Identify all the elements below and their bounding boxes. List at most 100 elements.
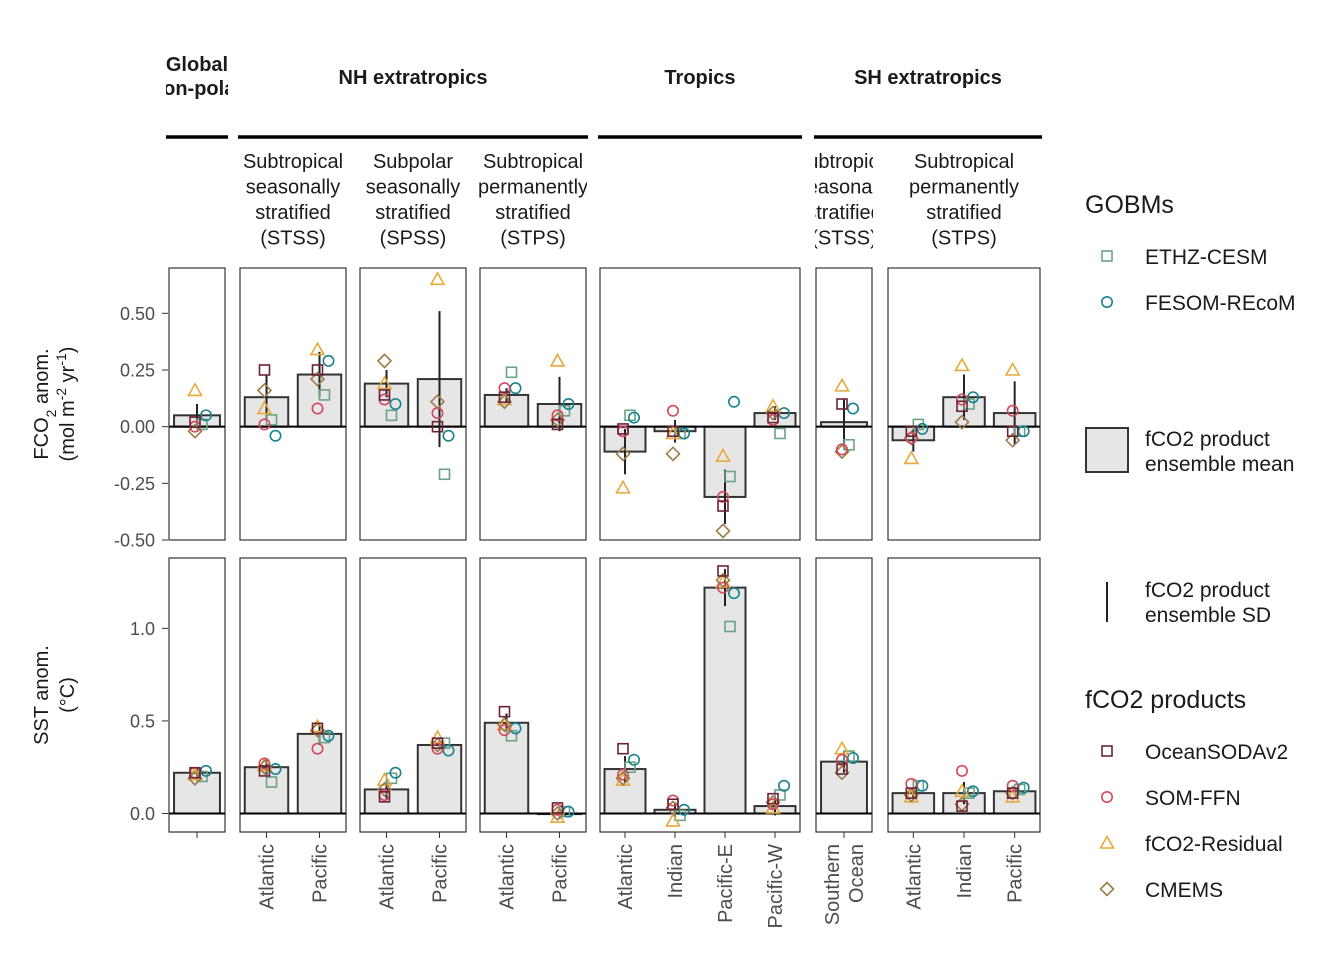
marker-fesom <box>916 779 929 792</box>
marker-resid <box>309 341 326 356</box>
marker-som <box>1006 779 1019 792</box>
marker-fesom <box>389 397 402 410</box>
marker-ocean <box>378 791 391 803</box>
marker-ocean <box>617 742 629 755</box>
y-axis-title: SST anom. <box>31 645 53 745</box>
panel-fco2-nh_spss <box>359 267 467 541</box>
marker-resid <box>1004 361 1021 376</box>
facet-title-line: Subtropical <box>483 151 583 173</box>
legend-label-cmems: CMEMS <box>1145 879 1223 902</box>
y-tick-label: -0.50 <box>114 531 155 551</box>
marker-resid <box>715 448 731 462</box>
y-tick-label: 0.50 <box>120 304 155 324</box>
x-tick-label-group: Pacific <box>310 844 332 903</box>
facet-title-line: stratified <box>495 202 571 224</box>
x-tick-label: Pacific <box>310 844 332 903</box>
legend-marker-resid <box>1099 834 1115 849</box>
marker-resid <box>429 271 446 286</box>
x-tick-label: Pacific <box>550 844 572 903</box>
panel-sst-sh_stss <box>815 557 873 833</box>
marker-ocean <box>956 400 968 413</box>
legend-label-fesom: FESOM-REcoM <box>1145 292 1296 315</box>
marker-som <box>835 753 848 766</box>
facet-title-line: Subtropical <box>243 151 343 173</box>
marker-resid <box>903 450 920 465</box>
marker-som <box>551 409 564 422</box>
x-tick-label-group: Pacific <box>430 844 452 903</box>
marker-ocean <box>717 565 729 577</box>
legend-marker-ocean <box>1101 745 1113 757</box>
facet-title-line: (SPSS) <box>380 228 447 250</box>
marker-ocean <box>1006 425 1019 438</box>
facet-title-line: (STSS) <box>260 228 326 250</box>
legend-marker-som <box>1101 790 1114 803</box>
marker-resid <box>665 812 681 827</box>
marker-cmems <box>256 382 273 399</box>
marker-ocean <box>617 423 629 435</box>
mean-bar <box>416 743 463 815</box>
panel-sst-nh_stss <box>239 557 347 833</box>
marker-ocean <box>258 765 271 777</box>
marker-cmems <box>834 443 850 460</box>
facet-title-line: seasonally <box>797 177 892 199</box>
marker-ocean <box>189 416 201 428</box>
y-axis-label-fco2: FCO2 anom.(mol m-2 yr-1) <box>31 347 79 462</box>
legend-sd-label: fCO2 product <box>1145 579 1270 602</box>
x-tick-label: Pacific-W <box>765 844 787 929</box>
panel-sst-g <box>168 557 226 833</box>
facet-title-sh_stss: Subtropical seasonally stratified (STSS) <box>797 151 892 250</box>
x-tick-label-group: Atlantic <box>257 844 279 910</box>
marker-fesom <box>966 391 979 404</box>
marker-cmems <box>715 523 731 539</box>
facet-title-line: seasonally <box>246 177 341 199</box>
y-tick-label: -0.25 <box>114 474 155 494</box>
marker-fesom <box>442 429 455 442</box>
marker-cmems <box>715 572 731 588</box>
marker-ethz <box>505 366 518 379</box>
facet-title-line: Subtropical <box>914 151 1014 173</box>
marker-ethz <box>912 779 925 792</box>
legend-bar-label: ensemble mean <box>1145 453 1294 476</box>
marker-resid <box>665 425 681 440</box>
group-header-sh: SH extratropics <box>854 67 1002 89</box>
marker-fesom <box>322 354 335 367</box>
marker-resid <box>834 377 850 392</box>
marker-som <box>311 742 324 755</box>
legend-label-som: SOM-FFN <box>1145 787 1241 810</box>
x-tick-label-group: Atlantic <box>615 844 637 910</box>
marker-fesom <box>777 779 790 792</box>
marker-ocean <box>836 763 848 775</box>
panel-fco2-tr <box>599 267 801 541</box>
marker-ocean <box>667 425 679 438</box>
marker-ethz <box>438 468 451 481</box>
marker-fesom <box>269 429 282 442</box>
legend-sd-label: ensemble SD <box>1145 604 1271 627</box>
marker-som <box>905 431 918 444</box>
panel-sst-nh_stps <box>479 557 587 833</box>
marker-ethz <box>385 409 398 422</box>
marker-ocean <box>956 800 968 812</box>
marker-som <box>955 393 968 406</box>
marker-ocean <box>378 389 391 401</box>
facet-title-nh_stps: Subtropical permanently stratified (STPS) <box>479 151 587 250</box>
marker-ocean <box>551 802 564 814</box>
legend-title-gobms: GOBMs <box>1085 191 1174 219</box>
group-header-tr: Tropics <box>664 67 735 89</box>
y-axis-label-sst: SST anom. (°C) <box>31 645 79 745</box>
facet-title-line: (STSS) <box>811 228 877 250</box>
legend-bar-label: fCO2 product <box>1145 428 1270 451</box>
panel-frame <box>599 267 801 541</box>
x-tick-label: Pacific <box>1005 844 1027 903</box>
marker-ethz <box>265 776 278 788</box>
marker-fesom <box>200 409 213 422</box>
x-tick-label: Atlantic <box>497 844 519 910</box>
marker-ocean <box>431 737 444 749</box>
facet-title-line: seasonally <box>366 177 461 199</box>
marker-ethz <box>774 427 786 440</box>
facet-title-nh_stss: Subtropical seasonally stratified (STSS) <box>243 151 343 250</box>
marker-resid <box>187 766 203 781</box>
panel-fco2-sh_stps <box>887 267 1041 541</box>
x-tick-label: Atlantic <box>615 844 637 910</box>
x-tick-label-group: Pacific <box>550 844 572 903</box>
